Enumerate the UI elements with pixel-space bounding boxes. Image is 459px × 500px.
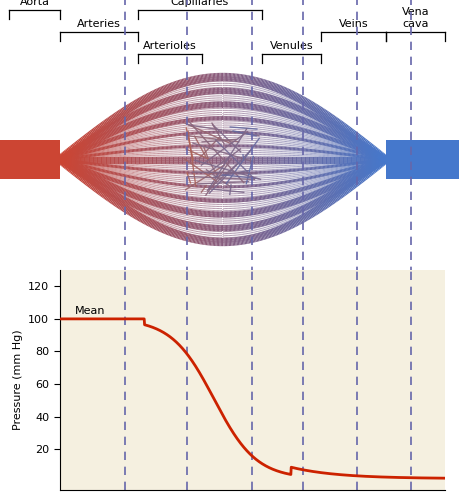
Text: Veins: Veins — [339, 19, 368, 29]
Circle shape — [0, 143, 33, 176]
Polygon shape — [0, 140, 60, 179]
Text: Aorta: Aorta — [19, 0, 50, 7]
Circle shape — [426, 143, 459, 176]
Text: Mean: Mean — [75, 306, 106, 316]
Text: Arteries: Arteries — [77, 19, 121, 29]
Y-axis label: Pressure (mm Hg): Pressure (mm Hg) — [12, 330, 22, 430]
Text: Venules: Venules — [269, 41, 313, 51]
Text: Vena
cava: Vena cava — [402, 8, 429, 29]
Text: Arterioles: Arterioles — [143, 41, 197, 51]
Text: Capillaries: Capillaries — [171, 0, 229, 7]
Polygon shape — [386, 140, 459, 179]
